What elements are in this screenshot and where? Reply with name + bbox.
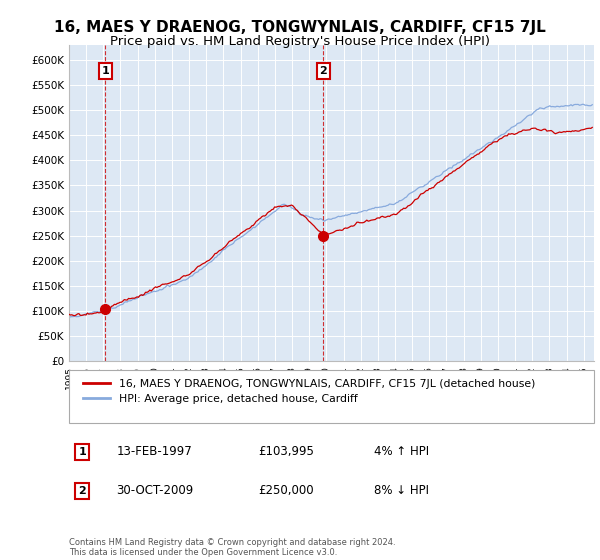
Text: 2: 2 — [78, 486, 86, 496]
Text: Price paid vs. HM Land Registry's House Price Index (HPI): Price paid vs. HM Land Registry's House … — [110, 35, 490, 48]
Text: Contains HM Land Registry data © Crown copyright and database right 2024.
This d: Contains HM Land Registry data © Crown c… — [69, 538, 395, 557]
Text: 1: 1 — [101, 66, 109, 76]
Text: £103,995: £103,995 — [258, 445, 314, 458]
Text: 13-FEB-1997: 13-FEB-1997 — [116, 445, 192, 458]
Legend: 16, MAES Y DRAENOG, TONGWYNLAIS, CARDIFF, CF15 7JL (detached house), HPI: Averag: 16, MAES Y DRAENOG, TONGWYNLAIS, CARDIFF… — [80, 376, 538, 408]
FancyBboxPatch shape — [69, 370, 594, 423]
Text: 8% ↓ HPI: 8% ↓ HPI — [373, 484, 428, 497]
Text: 2: 2 — [320, 66, 328, 76]
Text: 4% ↑ HPI: 4% ↑ HPI — [373, 445, 428, 458]
Text: £250,000: £250,000 — [258, 484, 314, 497]
Text: 30-OCT-2009: 30-OCT-2009 — [116, 484, 193, 497]
Text: 16, MAES Y DRAENOG, TONGWYNLAIS, CARDIFF, CF15 7JL: 16, MAES Y DRAENOG, TONGWYNLAIS, CARDIFF… — [54, 20, 546, 35]
Text: 1: 1 — [78, 447, 86, 456]
